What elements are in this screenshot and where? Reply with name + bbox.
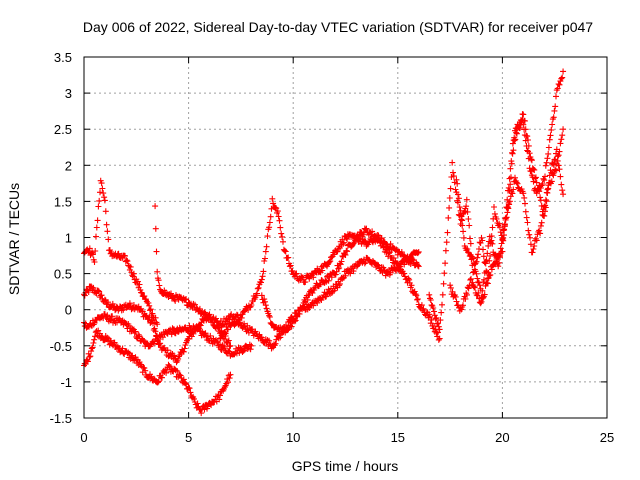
y-tick-label: 3 [65,86,72,101]
series-track-5 [152,195,422,331]
y-tick-label: 0.5 [54,267,72,282]
y-tick-label: 2.5 [54,122,72,137]
scatter-points [258,248,422,337]
data-points [81,68,567,417]
scatter-points [152,195,422,331]
x-tick-label: 10 [286,430,300,445]
series-track-10 [453,126,567,301]
chart-title: Day 006 of 2022, Sidereal Day-to-day VTE… [83,19,593,35]
y-tick-label: 1.5 [54,194,72,209]
y-tick-label: -1.5 [50,411,72,426]
y-axis-label: SDTVAR / TECUs [6,183,22,295]
y-tick-label: 1 [65,231,72,246]
y-tick-label: 3.5 [54,50,72,65]
x-tick-label: 25 [600,430,614,445]
x-axis-label: GPS time / hours [292,458,399,474]
x-tick-label: 20 [495,430,509,445]
y-tick-label: 0 [65,303,72,318]
scatter-points [453,126,567,301]
x-tick-label: 0 [80,430,87,445]
y-tick-label: 2 [65,158,72,173]
axis-ticks: 0 5 10 15 20 25 -1.5 -1 -0.5 0 0.5 1 1.5 2 2.5 3 3.5 [50,50,615,445]
y-tick-label: -0.5 [50,339,72,354]
series-track-7 [258,248,422,337]
x-tick-label: 15 [391,430,405,445]
x-tick-label: 5 [185,430,192,445]
y-tick-label: -1 [60,375,72,390]
